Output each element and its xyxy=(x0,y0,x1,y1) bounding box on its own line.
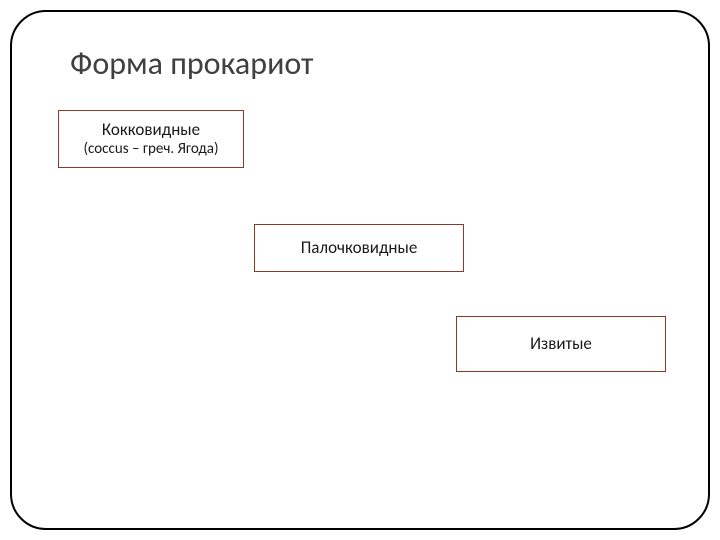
box-spiral-line1: Извитые xyxy=(530,333,592,354)
slide-title: Форма прокариот xyxy=(70,44,313,83)
box-coccoid-line2: (coccus – греч. Ягода) xyxy=(83,140,218,159)
box-coccoid-line1: Кокковидные xyxy=(102,119,200,140)
box-rod-line1: Палочковидные xyxy=(301,237,418,258)
box-coccoid: Кокковидные (coccus – греч. Ягода) xyxy=(58,110,244,168)
box-spiral: Извитые xyxy=(456,316,666,372)
box-rod: Палочковидные xyxy=(254,224,464,272)
